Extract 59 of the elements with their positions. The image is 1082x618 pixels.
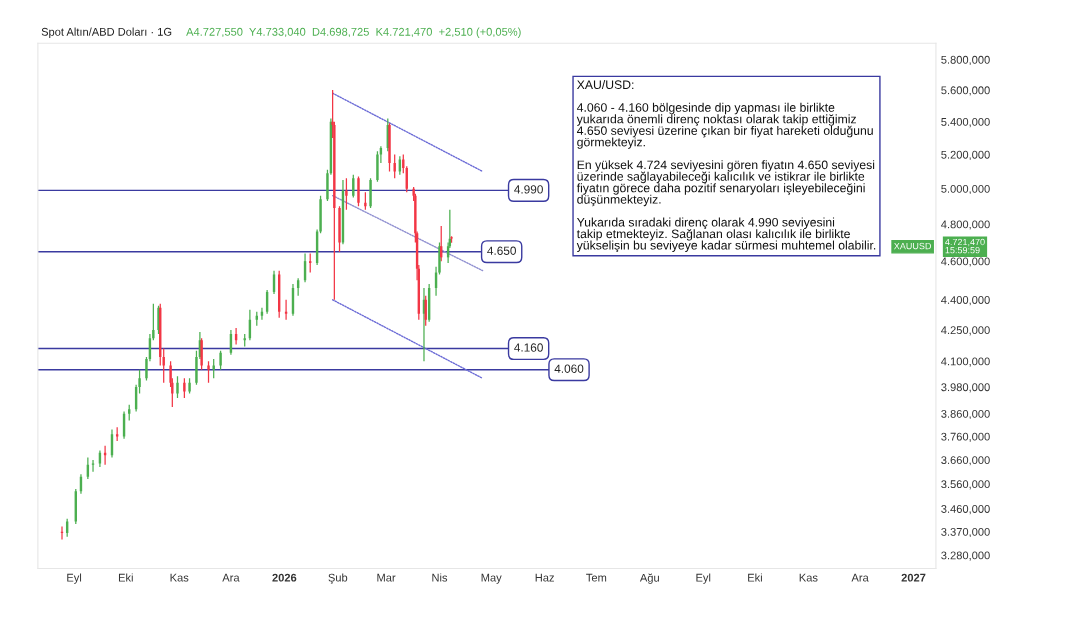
x-tick-label: May — [481, 573, 502, 584]
y-tick-label: 5.000,000 — [941, 184, 990, 195]
y-tick-label: 3.860,000 — [941, 409, 990, 420]
ref-line-label: 4.990 — [514, 185, 543, 194]
y-tick-label: 3.460,000 — [941, 505, 990, 515]
candlestick — [183, 377, 186, 399]
x-tick-label: Ara — [851, 573, 869, 582]
candlestick — [188, 377, 191, 395]
candlestick — [338, 205, 341, 253]
x-tick-label: Kas — [799, 573, 818, 582]
y-tick-label: 4.250,000 — [941, 326, 990, 336]
x-tick-label: Şub — [328, 573, 348, 584]
candlestick — [352, 174, 355, 199]
y-tick-label: 3.560,000 — [941, 480, 990, 490]
candlestick — [219, 350, 222, 371]
x-tick-label: Ağu — [639, 573, 659, 584]
x-tick-label: Ara — [222, 573, 240, 582]
candlestick — [376, 150, 379, 183]
y-tick-label: 5.800,000 — [941, 55, 990, 66]
candlestick — [345, 177, 348, 211]
text: XAU/USD: 4.060 - 4.160 bölgesinde dip yapması ile birlikte yukarıda önemli direnç noktası olarak takip ettiğimiz 4.650 seviyesi üzerine çıkan bir fiyat hareketi olduğunu görmekteyiz. En yüksek 4.724 seviyesini gören fiyatın 4.650 seviyesi üzerinde sağlayabileceği kalıcılık ve istikrar ile birlikte fiyatın görece daha pozitif senaryoları işleyebileceğini düşünmekteyiz. Yukarıda sıradaki direnç olarak 4.990 seviyesini takip etmekteyiz. Sağlanan olası kalıcılık ile birlikte yükselişin bu seviyeye kadar sürmesi muhtemel olabilir. — [576, 80, 876, 253]
x-tick-label: Tem — [586, 573, 607, 582]
x-tick-label: Eki — [118, 573, 133, 582]
text: 4.721,470 15:59:59 — [945, 238, 985, 254]
y-tick-label: 5.200,000 — [941, 150, 990, 160]
x-tick-label: Eyl — [67, 573, 82, 584]
y-tick-label: 3.980,000 — [941, 383, 990, 393]
ref-line-label: 4.060 — [554, 364, 584, 373]
y-tick-label: 5.400,000 — [941, 117, 990, 128]
x-tick-label: Nis — [432, 573, 448, 582]
y-tick-label: 5.600,000 — [941, 86, 990, 96]
x-tick-label: Kas — [170, 573, 189, 582]
chart-subtitle: A4.727,550 Y4.733,040 D4.698,725 K4.721,470 +2,510 (+0,05%) — [186, 27, 521, 38]
candlestick — [369, 177, 372, 209]
y-tick-label: 4.400,000 — [941, 296, 990, 306]
chart-title: Spot Altın/ABD Doları · 1G — [41, 27, 172, 38]
candlestick — [207, 360, 210, 384]
y-tick-label: 3.660,000 — [941, 456, 990, 466]
candlestick — [450, 235, 453, 244]
y-tick-label: 4.800,000 — [941, 220, 990, 230]
y-tick-label: 4.600,000 — [941, 257, 990, 267]
x-tick-label: Mar — [377, 573, 396, 582]
ref-line-label: 4.160 — [514, 343, 543, 352]
y-tick-label: 3.370,000 — [941, 527, 990, 538]
x-tick-label: 2026 — [272, 573, 297, 582]
y-tick-label: 3.280,000 — [941, 551, 990, 561]
x-tick-label: Haz — [535, 573, 554, 582]
ref-line-label: 4.650 — [487, 246, 516, 255]
candlestick — [212, 358, 215, 379]
candlestick — [176, 375, 179, 399]
x-tick-label: Eki — [748, 573, 762, 582]
x-tick-label: 2027 — [901, 573, 926, 582]
candlestick — [91, 459, 95, 473]
annotation: XAUUSD — [894, 242, 932, 250]
y-tick-label: 4.100,000 — [941, 357, 990, 367]
candlestick — [393, 153, 396, 179]
x-tick-label: Eyl — [696, 573, 711, 584]
candlestick — [357, 175, 360, 207]
y-tick-label: 3.760,000 — [941, 432, 990, 442]
